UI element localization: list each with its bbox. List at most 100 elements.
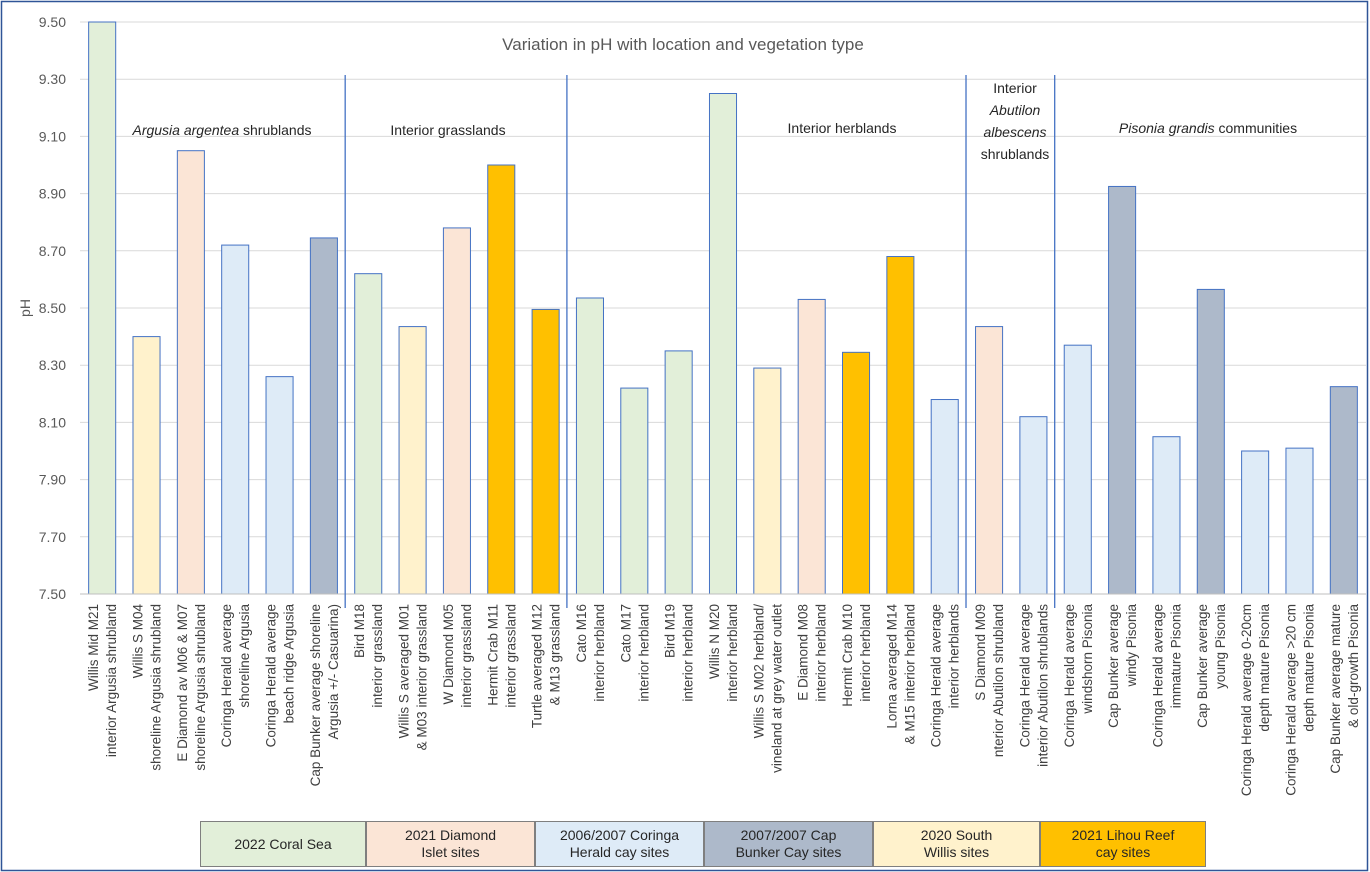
- x-category-label: Cap Bunker average shoreline Argusia +/- …: [308, 604, 341, 786]
- group-label-abutilon-line: albescens: [983, 124, 1046, 140]
- bar: [1196, 288, 1225, 595]
- bar: [221, 244, 250, 595]
- x-category-label: E Diamond M08 interior herbland: [796, 604, 829, 702]
- x-category-label: Coringa Herald average interior Abutilon …: [1017, 604, 1050, 767]
- legend-item: 2021 Lihou Reef cay sites: [1040, 821, 1206, 867]
- legend-label: 2020 South Willis sites: [921, 827, 993, 861]
- x-category-label: Coringa Herald average immature Pisonia: [1150, 604, 1183, 748]
- x-category-label: Willis S M04 shoreline Argusia shrubland: [131, 604, 164, 771]
- group-label-pisonia: Pisonia grandis communities: [1119, 120, 1297, 136]
- y-tick-label: 9.50: [39, 14, 66, 30]
- x-category-label: Willis S M02 herbland/vineland at grey w…: [751, 604, 784, 773]
- y-tick-label: 8.90: [39, 186, 66, 202]
- y-axis-title: pH: [17, 299, 33, 317]
- legend-label: 2006/2007 Coringa Herald cay sites: [560, 827, 679, 861]
- y-tick-label: 8.50: [39, 300, 66, 316]
- x-category-label: Cato M16 interior herbland: [574, 604, 607, 702]
- y-tick-label: 8.10: [39, 414, 66, 430]
- legend-item: 2020 South Willis sites: [873, 821, 1040, 867]
- x-category-label: Coringa Herald average beach ridge Argusi…: [264, 604, 297, 748]
- x-category-label: Coringa Herald average shoreline Argusia: [219, 604, 252, 748]
- bar: [797, 298, 826, 595]
- legend-item: 2021 Diamond Islet sites: [366, 821, 535, 867]
- bar: [487, 164, 516, 595]
- legend-label-line: Islet sites: [421, 844, 480, 860]
- bar: [708, 93, 738, 595]
- legend-item: 2022 Coral Sea: [200, 821, 366, 867]
- group-label-abutilon-line: shrublands: [981, 146, 1050, 162]
- x-category-label: Cap Bunker average windy Pisonia: [1106, 604, 1139, 728]
- bar: [1241, 450, 1270, 595]
- bar: [575, 297, 604, 595]
- legend-label: 2022 Coral Sea: [234, 836, 331, 853]
- bar: [1329, 386, 1358, 595]
- x-category-label: Coringa Herald average windshorn Pisonia: [1062, 604, 1095, 748]
- legend-label-line: Willis sites: [923, 844, 990, 860]
- bar: [309, 237, 338, 595]
- x-category-label: Willis N M20 interior herbland: [707, 604, 740, 702]
- legend-label: 2021 Diamond Islet sites: [405, 827, 496, 861]
- legend-label-line: 2006/2007 Coringa: [559, 827, 680, 843]
- y-tick-label: 7.90: [39, 472, 66, 488]
- x-category-label: Coringa Herald average interior herblands: [929, 604, 962, 748]
- x-category-label: Coringa Herald average 0-20cm depth matur…: [1239, 604, 1272, 797]
- y-tick-label: 7.50: [39, 586, 66, 602]
- bar: [88, 21, 117, 595]
- group-label-abutilon: Interior: [993, 80, 1037, 96]
- bar: [886, 256, 915, 595]
- bar: [398, 326, 427, 595]
- legend-label: 2007/2007 Cap Bunker Cay sites: [736, 827, 842, 861]
- legend-label-line: 2021 Diamond: [404, 827, 497, 843]
- legend-label-line: 2020 South: [920, 827, 993, 843]
- bar: [265, 376, 294, 595]
- bar: [930, 399, 959, 595]
- x-category-label: Lorna averaged M14 & M15 interior herblan…: [884, 604, 917, 745]
- bar: [1108, 185, 1137, 595]
- legend-label-line: cay sites: [1095, 844, 1151, 860]
- y-tick-label: 7.70: [39, 529, 66, 545]
- x-category-label: E Diamond av M06 & M07 shoreline Argusia …: [175, 604, 208, 771]
- bar: [1063, 344, 1092, 595]
- bar: [842, 351, 871, 595]
- chart-title: Variation in pH with location and vegeta…: [502, 35, 864, 54]
- x-category-label: Cap Bunker average young Pisonia: [1195, 604, 1228, 728]
- x-category-label: Cap Bunker average mature & old-growth Pi…: [1328, 604, 1361, 774]
- x-category-label: Coringa Herald average >20 cm depth matur…: [1283, 604, 1316, 796]
- group-label-abutilon-line: Abutilon: [989, 102, 1041, 118]
- x-category-label: Bird M19 interior herbland: [663, 604, 696, 702]
- legend-label-line: Bunker Cay sites: [735, 844, 842, 860]
- legend-label-line: 2007/2007 Cap: [740, 827, 837, 843]
- bar: [132, 336, 161, 595]
- bar: [354, 273, 383, 595]
- group-label-argusia: Argusia argentea shrublands: [131, 122, 311, 138]
- x-category-label: Hermit Crab M11 interior grassland: [485, 604, 518, 708]
- bar: [753, 367, 782, 595]
- y-tick-label: 8.70: [39, 243, 66, 259]
- bar: [442, 227, 471, 595]
- bar: [176, 150, 205, 595]
- x-category-label: W Diamond M05 interior grassland: [441, 604, 474, 708]
- y-tick-label: 9.30: [39, 71, 66, 87]
- group-label-herblands: Interior herblands: [788, 120, 897, 136]
- bar: [1152, 436, 1181, 595]
- legend-label-line: 2022 Coral Sea: [234, 835, 332, 852]
- bar: [531, 308, 560, 595]
- bar: [664, 350, 693, 595]
- bar: [975, 326, 1004, 595]
- legend-item: 2006/2007 Coringa Herald cay sites: [535, 821, 704, 867]
- x-category-label: S Diamond M09 nterior Abutilon shrubland: [973, 604, 1006, 757]
- legend-item: 2007/2007 Cap Bunker Cay sites: [704, 821, 873, 867]
- group-label-grasslands: Interior grasslands: [390, 122, 505, 138]
- y-tick-label: 8.30: [39, 357, 66, 373]
- legend-label-line: Herald cay sites: [569, 844, 670, 860]
- legend-label: 2021 Lihou Reef cay sites: [1072, 827, 1175, 861]
- legend-label-line: 2021 Lihou Reef: [1071, 827, 1175, 843]
- x-category-label: Cato M17 interior herbland: [618, 604, 651, 702]
- x-category-label: Bird M18 interior grassland: [352, 604, 385, 708]
- x-category-label: Willis Mid M21 interior Argusia shrubland: [86, 604, 119, 757]
- bar: [1019, 416, 1048, 595]
- x-category-label: Willis S averaged M01 & M03 interior gras…: [397, 604, 430, 750]
- y-tick-label: 9.10: [39, 128, 66, 144]
